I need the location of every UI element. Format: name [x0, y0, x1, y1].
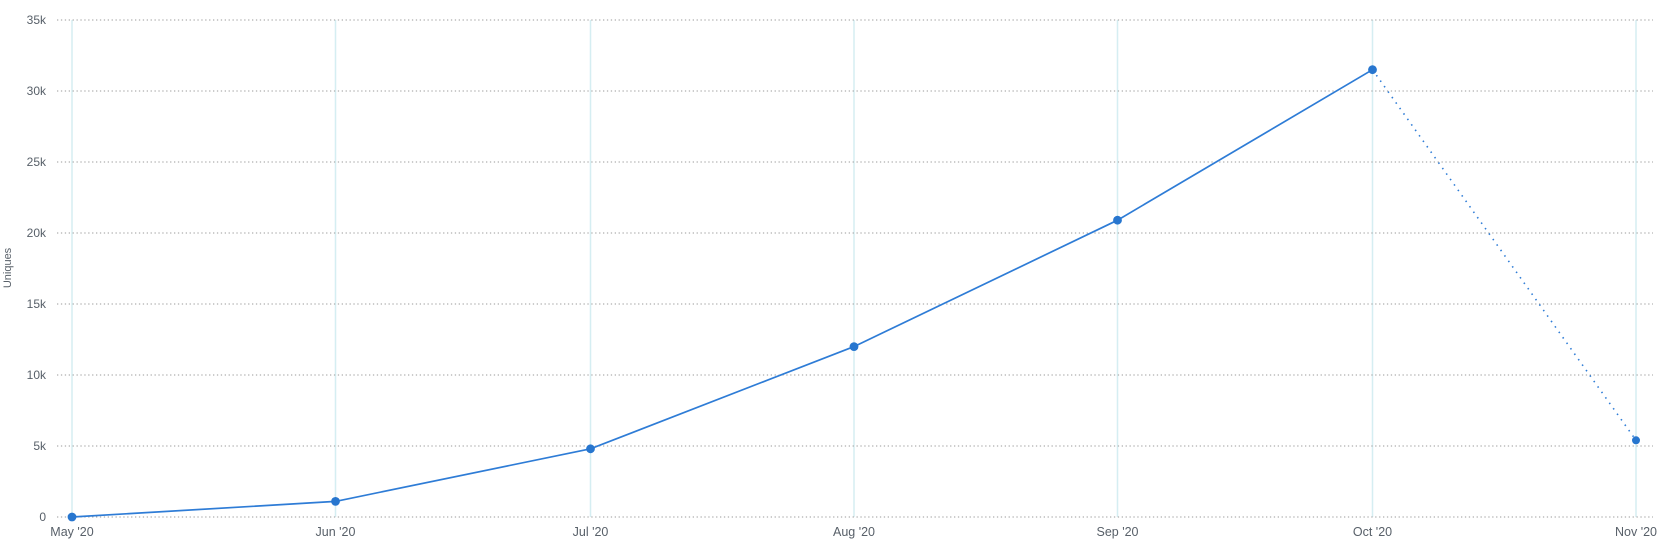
data-point[interactable]	[849, 342, 859, 351]
y-tick-label: 0	[39, 510, 46, 524]
y-tick-label: 10k	[27, 368, 47, 382]
x-tick-label: May '20	[50, 525, 93, 539]
data-point[interactable]	[1113, 215, 1122, 225]
y-tick-label: 15k	[27, 297, 47, 311]
x-tick-label: Sep '20	[1096, 525, 1138, 539]
y-tick-label: 5k	[33, 439, 47, 453]
y-tick-label: 25k	[27, 155, 47, 169]
x-axis-ticks: May '20 Jun '20 Jul '20 Aug '20 Sep '20 Oct '…	[50, 525, 1657, 539]
data-point[interactable]	[331, 497, 340, 506]
data-point[interactable]	[67, 512, 77, 522]
vertical-gridlines	[71, 20, 1637, 517]
x-tick-label: Oct '20	[1353, 525, 1392, 539]
series-line	[71, 68, 1373, 518]
x-tick-label: Nov '20	[1615, 525, 1657, 539]
y-tick-label: 30k	[27, 84, 47, 98]
data-point[interactable]	[1632, 436, 1640, 445]
data-point[interactable]	[1368, 65, 1377, 75]
y-tick-label: 35k	[27, 13, 47, 27]
y-axis-title: Uniques	[2, 247, 14, 288]
x-tick-label: Jul '20	[573, 525, 609, 539]
series-line-projected	[1371, 69, 1637, 441]
series-points	[67, 65, 1640, 522]
y-tick-label: 20k	[27, 226, 47, 240]
y-axis-ticks: 0 5k 10k 15k 20k 25k 30k 35k	[27, 13, 47, 524]
x-tick-label: Jun '20	[316, 525, 356, 539]
horizontal-gridlines	[57, 19, 1653, 518]
data-point[interactable]	[586, 444, 595, 454]
x-tick-label: Aug '20	[833, 525, 875, 539]
